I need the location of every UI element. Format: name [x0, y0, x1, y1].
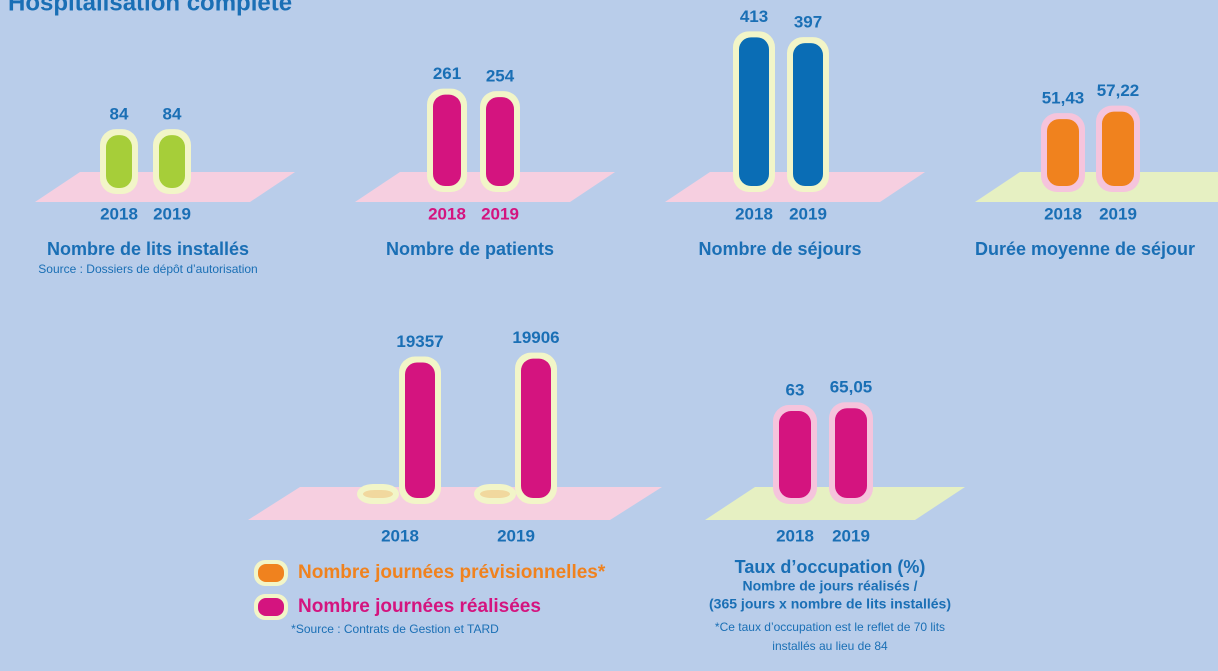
- chart-title: Nombre de séjours: [698, 239, 861, 259]
- chart-title: Nombre de lits installés: [47, 239, 249, 259]
- value-label: 57,22: [1097, 81, 1140, 100]
- legend-swatch: [258, 598, 284, 616]
- bar: [1047, 119, 1079, 186]
- bar: [433, 94, 461, 186]
- bar: [486, 97, 514, 186]
- chart-subtitle: Source : Dossiers de dépôt d’autorisatio…: [38, 262, 257, 276]
- value-label: 84: [110, 105, 129, 124]
- value-label: 19357: [396, 332, 443, 351]
- value-label: 51,43: [1042, 89, 1085, 108]
- category-label: 2019: [1099, 204, 1137, 223]
- bar: [405, 362, 435, 498]
- bar: [159, 135, 185, 188]
- category-label: 2018: [776, 526, 814, 545]
- bar: [1102, 111, 1134, 186]
- value-label: 65,05: [830, 378, 873, 397]
- bar: [739, 37, 769, 186]
- chart-subtitle: (365 jours x nombre de lits installés): [709, 596, 951, 612]
- category-label: 2018: [381, 526, 419, 545]
- value-label: 63: [786, 381, 805, 400]
- category-label: 2018: [428, 204, 466, 223]
- category-label: 2018: [100, 204, 138, 223]
- value-label: 261: [433, 64, 461, 83]
- category-label: 2019: [481, 204, 519, 223]
- category-label: 2018: [1044, 204, 1082, 223]
- bar: [521, 358, 551, 498]
- legend-label: Nombre journées prévisionnelles*: [298, 562, 606, 583]
- bar: [793, 43, 823, 186]
- legend-label: Nombre journées réalisées: [298, 596, 541, 617]
- value-label: 19906: [512, 328, 559, 347]
- chart-title: Durée moyenne de séjour: [975, 239, 1195, 259]
- chart-title: Nombre de patients: [386, 239, 554, 259]
- bar: [835, 408, 867, 498]
- bar: [779, 411, 811, 498]
- value-label: 254: [486, 67, 515, 86]
- bar-halo: [474, 484, 516, 504]
- bar-halo: [357, 484, 399, 504]
- category-label: 2019: [153, 204, 191, 223]
- platform: [248, 487, 662, 520]
- category-label: 2019: [789, 204, 827, 223]
- category-label: 2019: [832, 526, 870, 545]
- bar: [106, 135, 132, 188]
- category-label: 2018: [735, 204, 773, 223]
- value-label: 84: [163, 105, 182, 124]
- legend-swatch: [258, 564, 284, 582]
- chart-title: Taux d’occupation (%): [735, 557, 926, 577]
- chart-subtitle: Nombre de jours réalisés /: [742, 578, 917, 594]
- platform: [705, 487, 965, 520]
- bar: [363, 490, 393, 498]
- value-label: 413: [740, 7, 768, 26]
- bar: [480, 490, 510, 498]
- category-label: 2019: [497, 526, 535, 545]
- platform: [975, 172, 1218, 202]
- page-title: Hospitalisation complète: [8, 0, 292, 16]
- value-label: 397: [794, 13, 822, 32]
- chart-note: *Source : Contrats de Gestion et TARD: [291, 622, 499, 636]
- chart-note: installés au lieu de 84: [772, 639, 888, 653]
- chart-note: *Ce taux d’occupation est le reflet de 7…: [715, 620, 945, 634]
